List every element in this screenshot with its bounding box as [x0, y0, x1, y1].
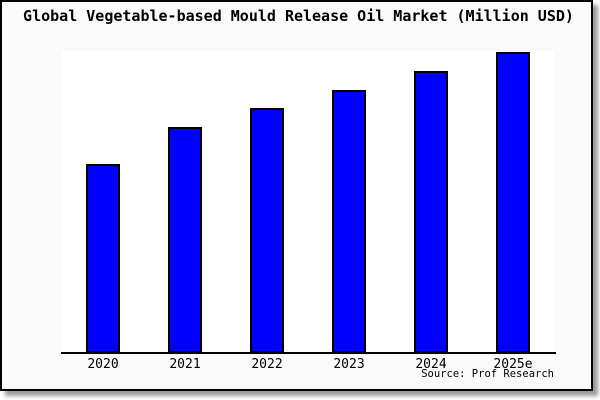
x-tick-label-2024: 2024 — [415, 357, 447, 372]
chart-title: Global Vegetable-based Mould Release Oil… — [23, 7, 574, 25]
source-note: Source: Prof Research — [421, 368, 554, 380]
x-tick-label-2021: 2021 — [169, 357, 201, 372]
x-tick-label-2022: 2022 — [251, 357, 283, 372]
bar-2023 — [332, 90, 366, 353]
x-tick-label-2025e: 2025e — [493, 357, 533, 372]
bar-2025e — [496, 52, 530, 353]
plot-area — [62, 51, 554, 352]
bar-2021 — [168, 127, 202, 353]
x-tick-label-2023: 2023 — [333, 357, 365, 372]
x-tick-label-2020: 2020 — [87, 357, 119, 372]
bar-2024 — [414, 71, 448, 353]
bar-2022 — [250, 108, 284, 353]
x-axis-line — [61, 352, 556, 354]
chart-panel: Global Vegetable-based Mould Release Oil… — [0, 0, 593, 391]
bar-2020 — [86, 164, 120, 353]
